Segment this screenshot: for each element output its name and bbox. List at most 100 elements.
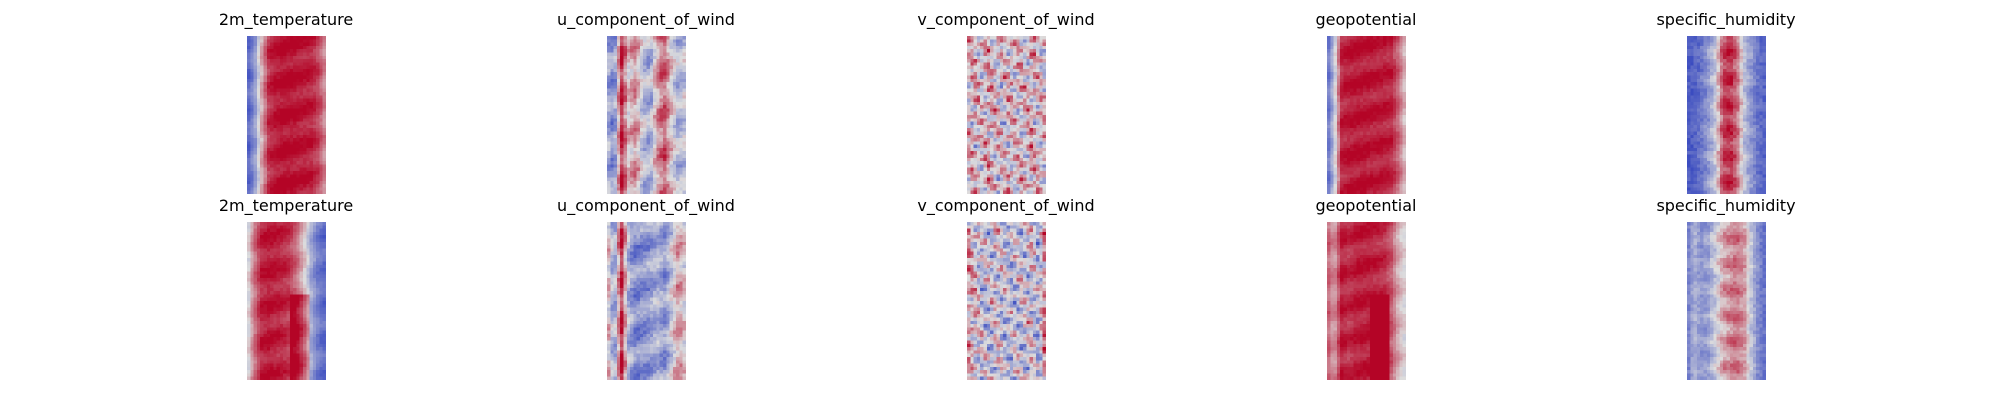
heatmap-cell	[1369, 91, 1373, 96]
heatmap-cell	[1015, 52, 1020, 56]
heatmap-cell	[986, 131, 990, 135]
heatmap-cell	[649, 52, 653, 56]
heatmap-cell	[272, 167, 277, 172]
heatmap-cell	[1002, 82, 1007, 86]
heatmap-cell	[1352, 167, 1357, 172]
heatmap-cell	[992, 131, 997, 135]
heatmap-cell	[322, 177, 326, 181]
heatmap-cell	[999, 95, 1003, 99]
heatmap-cell	[1349, 62, 1353, 66]
heatmap-cell	[246, 157, 250, 162]
heatmap-cell	[655, 36, 660, 40]
heatmap-cell	[1356, 78, 1360, 83]
heatmap-cell	[1032, 55, 1036, 60]
heatmap-cell	[992, 78, 997, 83]
heatmap-cell	[1012, 131, 1016, 135]
heatmap-cell	[669, 174, 673, 178]
heatmap-cell	[969, 147, 974, 152]
heatmap-cell	[669, 157, 673, 162]
heatmap-cell	[1362, 95, 1367, 99]
heatmap-cell	[1362, 105, 1367, 109]
heatmap-cell	[1035, 187, 1039, 191]
heatmap-cell	[1346, 52, 1350, 56]
heatmap-cell	[636, 88, 640, 93]
heatmap-cell	[669, 131, 673, 135]
heatmap-cell	[636, 138, 640, 142]
heatmap-cell	[309, 128, 313, 132]
heatmap-cell	[999, 42, 1003, 46]
heatmap-cell	[986, 78, 990, 83]
heatmap-cell	[305, 144, 310, 148]
heatmap-cell	[669, 124, 673, 129]
heatmap-cell	[1333, 95, 1337, 99]
heatmap-cell	[1726, 45, 1730, 50]
heatmap-cell	[642, 124, 647, 129]
heatmap-cell	[1038, 138, 1043, 142]
heatmap-cell	[1398, 174, 1403, 178]
heatmap-cell	[639, 164, 643, 168]
heatmap-cell	[1342, 68, 1347, 73]
panel-title: 2m_temperature	[218, 10, 354, 29]
heatmap-cell	[969, 75, 974, 79]
heatmap-cell	[1729, 42, 1733, 46]
heatmap-cell	[1029, 118, 1033, 122]
heatmap-cell	[1359, 72, 1363, 76]
heatmap-cell	[662, 88, 666, 93]
heatmap-cell	[1012, 108, 1016, 112]
heatmap-cell	[678, 118, 683, 122]
heatmap-cell	[989, 131, 993, 135]
heatmap-cell	[1336, 95, 1340, 99]
heatmap-cell	[1398, 72, 1403, 76]
heatmap-cell	[655, 101, 660, 106]
heatmap-cell	[1038, 154, 1043, 158]
heatmap-cell	[1372, 138, 1376, 142]
heatmap-cell	[1038, 184, 1043, 188]
heatmap-cell	[996, 147, 1000, 152]
heatmap-cell	[259, 157, 264, 162]
heatmap-cell	[318, 36, 323, 40]
heatmap-cell	[1032, 190, 1036, 194]
heatmap-cell	[1366, 131, 1370, 135]
heatmap-cell	[1356, 82, 1360, 86]
heatmap-cell	[259, 147, 264, 152]
heatmap-cell	[1699, 78, 1704, 83]
heatmap-cell	[1395, 154, 1399, 158]
heatmap-cell	[305, 36, 310, 40]
heatmap-cell	[659, 115, 663, 119]
heatmap-cell	[246, 98, 250, 102]
heatmap-cell	[989, 75, 993, 79]
heatmap-cell	[976, 85, 980, 89]
heatmap-cell	[315, 157, 319, 162]
heatmap-cell	[992, 45, 997, 50]
heatmap-cell	[253, 105, 257, 109]
heatmap-cell	[249, 105, 254, 109]
heatmap-cell	[312, 108, 316, 112]
heatmap-cell	[312, 115, 316, 119]
heatmap-cell	[639, 161, 643, 165]
heatmap-cell	[1392, 65, 1396, 69]
heatmap-cell	[622, 82, 627, 86]
heatmap-cell	[636, 170, 640, 175]
heatmap-cell	[973, 55, 977, 60]
heatmap-cell	[289, 131, 293, 135]
heatmap-cell	[286, 184, 290, 188]
heatmap-cell	[982, 65, 987, 69]
heatmap-cell	[1359, 144, 1363, 148]
heatmap-cell	[979, 59, 984, 63]
heatmap-cell	[1029, 124, 1033, 129]
heatmap-cell	[1392, 141, 1396, 145]
heatmap-cell	[1326, 174, 1330, 178]
heatmap-cell	[622, 59, 627, 63]
heatmap-cell	[675, 91, 679, 96]
heatmap-cell	[309, 151, 313, 155]
heatmap-cell	[659, 85, 663, 89]
heatmap-cell	[1002, 68, 1007, 73]
heatmap-cell	[295, 42, 300, 46]
heatmap-cell	[1686, 75, 1690, 79]
heatmap-cell	[1732, 39, 1736, 43]
heatmap-cell	[969, 52, 974, 56]
heatmap-cell	[1706, 85, 1710, 89]
heatmap-cell	[1702, 65, 1707, 69]
heatmap-cell	[1369, 62, 1373, 66]
heatmap-cell	[1722, 75, 1727, 79]
